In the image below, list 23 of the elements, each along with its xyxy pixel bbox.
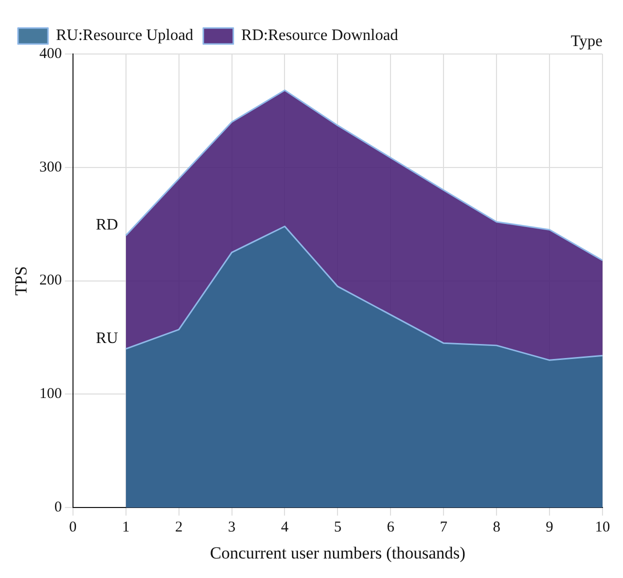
x-tick-label: 7 [440, 520, 448, 536]
x-tick-label: 9 [546, 520, 554, 536]
y-tick-label: 0 [54, 500, 62, 516]
y-axis-title: TPS [12, 266, 31, 296]
x-tick-label: 5 [334, 520, 342, 536]
legend-label: RU:Resource Upload [56, 27, 194, 44]
annotation: RD [96, 216, 118, 234]
x-tick-label: 8 [492, 520, 500, 536]
x-tick-label: 2 [175, 520, 183, 536]
x-tick-label: 10 [595, 520, 610, 536]
x-tick-label: 0 [69, 520, 77, 536]
y-tick-label: 300 [39, 159, 62, 176]
x-tick-label: 4 [280, 520, 289, 536]
y-tick-label: 200 [39, 272, 62, 289]
x-tick-label: 6 [386, 520, 395, 536]
legend-label: RD:Resource Download [241, 27, 398, 44]
x-tick-label: 1 [122, 520, 130, 536]
y-tick-label: 400 [39, 46, 62, 62]
x-axis-title: Concurrent user numbers (thousands) [210, 543, 466, 562]
x-tick-label: 3 [228, 520, 236, 536]
y-tick-label: 100 [39, 386, 62, 402]
annotation: RU [96, 330, 119, 348]
text: Type [570, 33, 602, 50]
